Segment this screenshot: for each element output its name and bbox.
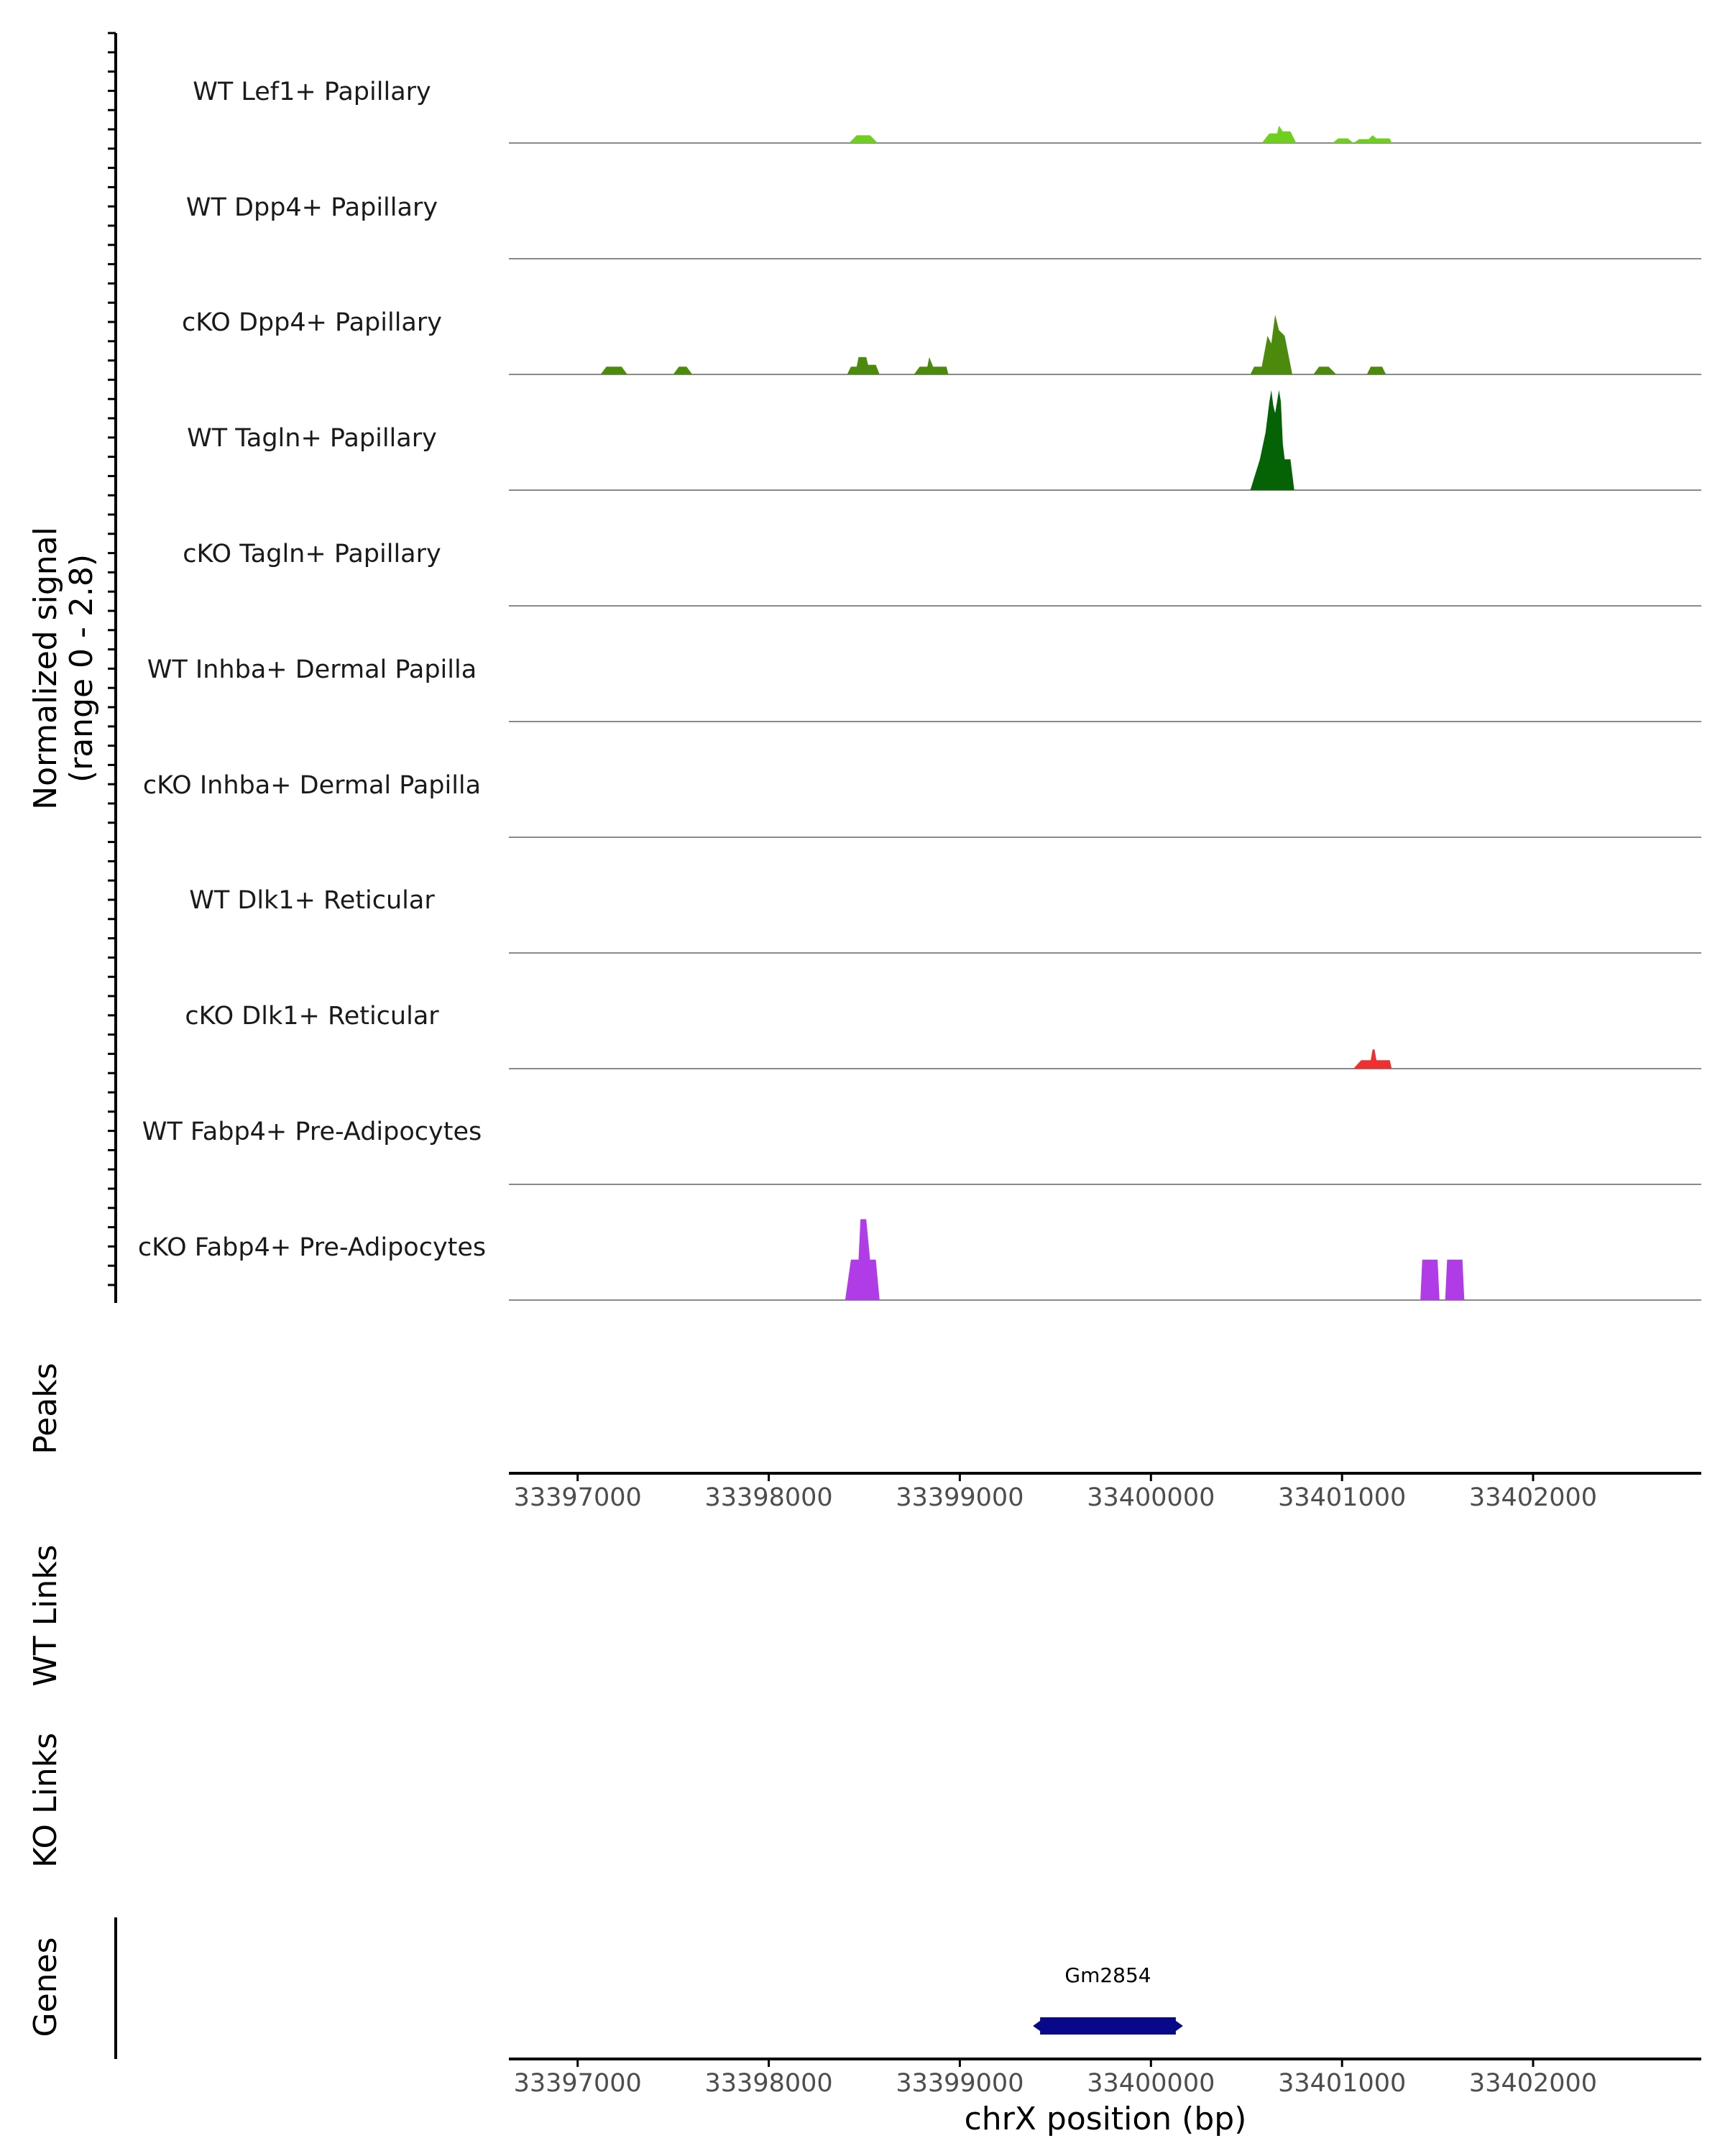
x-tick-label: 33398000 — [705, 1483, 833, 1512]
track-label: cKO Dlk1+ Reticular — [185, 1002, 439, 1031]
x-tick-label: 33400000 — [1087, 2069, 1215, 2098]
x-tick-label: 33400000 — [1087, 1483, 1215, 1512]
peaks-panel-label: Peaks — [27, 1363, 64, 1454]
genes-panel-label: Genes — [27, 1937, 64, 2037]
genes-x-ticks: 33397000 33398000 33399000 33400000 33401000… — [514, 2059, 1597, 2098]
ko-links-panel-label: KO Links — [27, 1733, 64, 1868]
peaks-x-ticks: 33397000 33398000 33399000 33400000 33401000… — [514, 1473, 1597, 1512]
x-tick-label: 33402000 — [1469, 2069, 1597, 2098]
track-label: cKO Tagln+ Papillary — [183, 540, 441, 568]
x-tick-label: 33401000 — [1278, 1483, 1406, 1512]
gene-annotations: Gm2854 — [1033, 1963, 1183, 2035]
x-tick-label: 33399000 — [896, 2069, 1024, 2098]
x-tick-label: 33399000 — [896, 1483, 1024, 1512]
x-tick-label: 33397000 — [514, 1483, 642, 1512]
x-tick-label: 33402000 — [1469, 1483, 1597, 1512]
gene-label: Gm2854 — [1064, 1963, 1151, 1987]
track-signal-area — [849, 125, 1392, 143]
gene-body — [1040, 2017, 1176, 2035]
track-label: cKO Dpp4+ Papillary — [182, 308, 442, 337]
coverage-tracks — [509, 125, 1701, 1301]
track-label: WT Inhba+ Dermal Papilla — [147, 655, 477, 684]
signal-ylabel-line1: Normalized signal — [27, 527, 64, 810]
track-label: WT Tagln+ Papillary — [187, 424, 437, 453]
track-label: WT Fabp4+ Pre-Adipocytes — [142, 1118, 482, 1146]
gene-strand-marker — [1172, 2019, 1183, 2033]
track-label: cKO Inhba+ Dermal Papilla — [143, 771, 481, 800]
track-signal-area — [600, 315, 1386, 374]
track-signal-area — [1250, 390, 1294, 490]
track-signal-area — [1353, 1049, 1392, 1069]
track-label: WT Lef1+ Papillary — [193, 78, 431, 106]
gene-strand-marker — [1033, 2019, 1044, 2033]
track-label: WT Dlk1+ Reticular — [189, 886, 435, 915]
signal-y-ticks — [108, 32, 116, 1286]
x-axis-title: chrX position (bp) — [965, 2101, 1247, 2137]
x-tick-label: 33398000 — [705, 2069, 833, 2098]
x-tick-label: 33401000 — [1278, 2069, 1406, 2098]
signal-ylabel-line2: (range 0 - 2.8) — [63, 554, 100, 783]
track-signal-area — [845, 1219, 1465, 1300]
track-label: cKO Fabp4+ Pre-Adipocytes — [138, 1233, 486, 1262]
track-label: WT Dpp4+ Papillary — [186, 193, 438, 222]
wt-links-panel-label: WT Links — [27, 1544, 64, 1686]
track-labels: WT Lef1+ Papillary WT Dpp4+ Papillary cK… — [138, 78, 486, 1262]
x-tick-label: 33397000 — [514, 2069, 642, 2098]
